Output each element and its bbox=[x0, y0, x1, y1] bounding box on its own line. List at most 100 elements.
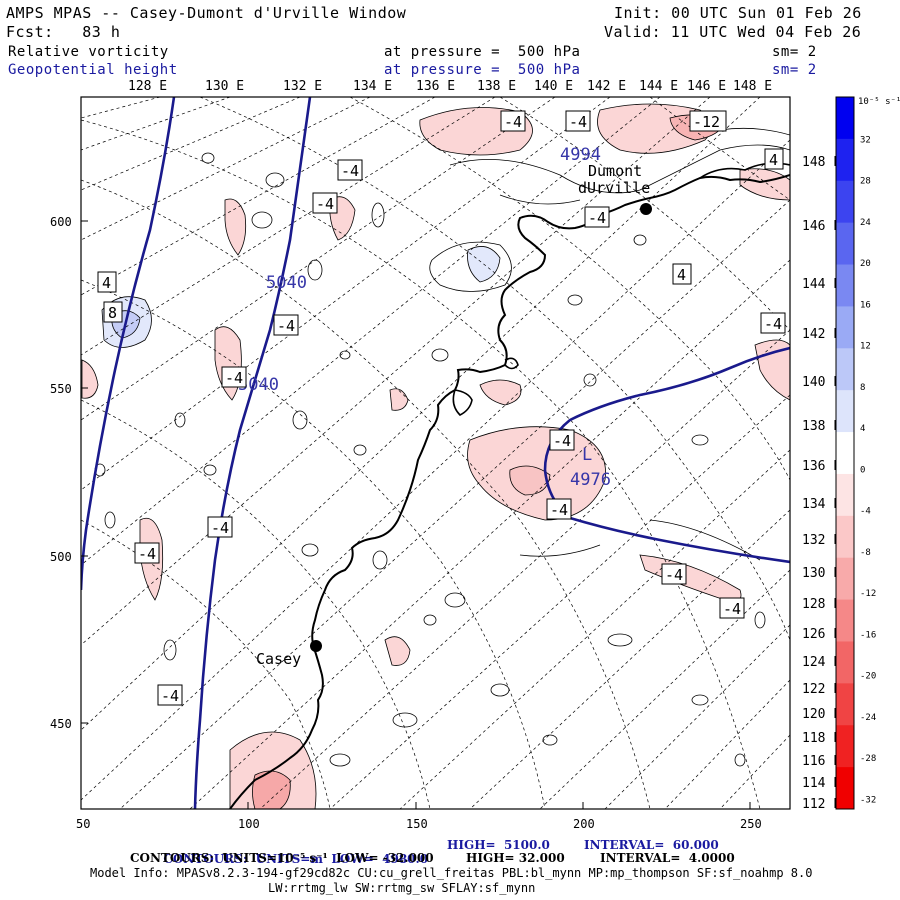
svg-text:4: 4 bbox=[677, 266, 686, 284]
y-tick-label: 550 bbox=[50, 382, 72, 396]
colorbar-label: 20 bbox=[860, 259, 871, 269]
svg-text:-4: -4 bbox=[161, 687, 179, 705]
colorbar-swatch bbox=[836, 641, 854, 684]
forecast-hour: Fcst: 83 h bbox=[6, 23, 121, 41]
colorbar-label: -28 bbox=[860, 754, 876, 764]
svg-text:-4: -4 bbox=[588, 209, 606, 227]
svg-text:-4: -4 bbox=[138, 545, 156, 563]
top-lon-label: 132 E bbox=[283, 79, 322, 94]
vorticity-label: -4 bbox=[546, 498, 572, 520]
x-tick-label: 50 bbox=[76, 817, 90, 831]
colorbar-swatch bbox=[836, 599, 854, 642]
height-label: 5040 bbox=[266, 273, 307, 293]
colorbar-label: -4 bbox=[860, 507, 871, 517]
svg-text:-4: -4 bbox=[665, 566, 683, 584]
x-tick-label: 200 bbox=[573, 817, 595, 831]
colorbar-label: -20 bbox=[860, 672, 876, 682]
top-lon-label: 146 E bbox=[687, 79, 726, 94]
x-tick-label: 250 bbox=[740, 817, 762, 831]
right-lon-label: 112 E bbox=[802, 797, 841, 812]
vorticity-shading bbox=[81, 103, 790, 809]
vorticity-label: -4 bbox=[565, 110, 591, 132]
right-lon-label: 136 E bbox=[802, 459, 841, 474]
vorticity-label: -4 bbox=[661, 563, 687, 585]
map-area bbox=[81, 97, 790, 809]
svg-text:-4: -4 bbox=[569, 113, 587, 131]
top-lon-label: 134 E bbox=[353, 79, 392, 94]
colorbar-label: -8 bbox=[860, 548, 871, 558]
colorbar-label: 24 bbox=[860, 218, 871, 228]
vorticity-label: -4 bbox=[221, 366, 247, 388]
top-lon-label: 130 E bbox=[205, 79, 244, 94]
height-contour-high: HIGH= 5100.0 bbox=[447, 838, 550, 852]
colorbar-label: 16 bbox=[860, 300, 871, 310]
colorbar-label: 28 bbox=[860, 177, 871, 187]
colorbar-label: 8 bbox=[860, 383, 865, 393]
svg-text:-4: -4 bbox=[723, 600, 741, 618]
right-lon-label: 142 E bbox=[802, 327, 841, 342]
vorticity-label: -4 bbox=[549, 429, 575, 451]
right-lon-label: 146 E bbox=[802, 219, 841, 234]
station-label-dumont: Dumont bbox=[588, 162, 642, 180]
colorbar-swatch bbox=[836, 515, 854, 559]
right-lon-label: 132 E bbox=[802, 533, 841, 548]
vorticity-label: -4 bbox=[312, 192, 338, 214]
model-info: Model Info: MPASv8.2.3-194-gf29cd82c CU:… bbox=[90, 866, 813, 880]
station-label-casey: Casey bbox=[256, 650, 301, 668]
colorbar-label: -12 bbox=[860, 589, 876, 599]
height-contour-units: CONTOURS: UNITS=m LOW= 4980.0 bbox=[163, 852, 429, 866]
top-lon-label: 142 E bbox=[587, 79, 626, 94]
field2-level: at pressure = 500 hPa bbox=[384, 62, 581, 78]
vorticity-label: -4 bbox=[584, 206, 610, 228]
svg-text:4: 4 bbox=[102, 274, 111, 292]
graticule bbox=[81, 97, 790, 809]
right-lon-label: 122 E bbox=[802, 682, 841, 697]
colorbar-swatch bbox=[836, 683, 854, 726]
colorbar-swatch bbox=[836, 557, 854, 601]
station-marker-casey bbox=[310, 640, 322, 652]
colorbar-label: 32 bbox=[860, 135, 871, 145]
colorbar-label: -32 bbox=[860, 795, 876, 805]
right-lon-label: 118 E bbox=[802, 731, 841, 746]
top-longitude-labels: 128 E 130 E 132 E 134 E 136 E 138 E 140 … bbox=[128, 79, 772, 94]
height-label: 4976 bbox=[570, 470, 611, 490]
right-lon-label: 126 E bbox=[802, 627, 841, 642]
right-lon-label: 124 E bbox=[802, 655, 841, 670]
top-lon-label: 144 E bbox=[639, 79, 678, 94]
colorbar-swatch bbox=[836, 390, 854, 433]
right-lon-label: 128 E bbox=[802, 597, 841, 612]
vorticity-label: 8 bbox=[103, 301, 123, 323]
height-label: 4994 bbox=[560, 145, 601, 165]
y-tick-label: 450 bbox=[50, 717, 72, 731]
field2-smoothing: sm= 2 bbox=[772, 62, 817, 78]
top-lon-label: 148 E bbox=[733, 79, 772, 94]
right-lon-label: 116 E bbox=[802, 754, 841, 769]
colorbar-swatch bbox=[836, 264, 854, 307]
svg-text:-4: -4 bbox=[277, 317, 295, 335]
station-label-durville: dUrville bbox=[578, 179, 650, 197]
y-tick-label: 600 bbox=[50, 215, 72, 229]
colorbar-swatch bbox=[836, 138, 854, 182]
svg-text:-4: -4 bbox=[550, 501, 568, 519]
svg-text:-4: -4 bbox=[225, 369, 243, 387]
colorbar-unit: 10⁻⁵ s⁻¹ bbox=[858, 97, 900, 107]
colorbar-swatch bbox=[836, 180, 854, 224]
colorbar-swatch bbox=[836, 473, 854, 517]
colorbar-swatch bbox=[836, 306, 854, 349]
vorticity-label: -4 bbox=[157, 684, 183, 706]
svg-text:-4: -4 bbox=[211, 519, 229, 537]
map-frame bbox=[80, 96, 791, 810]
top-lon-label: 140 E bbox=[534, 79, 573, 94]
height-contour-info: CONTOURS: UNITS=m LOW= 4980.0 bbox=[155, 838, 428, 866]
svg-text:-12: -12 bbox=[693, 113, 720, 131]
colorbar-label: 4 bbox=[860, 424, 865, 434]
right-lon-label: 138 E bbox=[802, 419, 841, 434]
right-longitude-labels: 148 E 146 E 144 E 142 E 140 E 138 E 136 … bbox=[802, 155, 841, 812]
colorbar-swatch bbox=[836, 97, 854, 140]
right-lon-label: 130 E bbox=[802, 566, 841, 581]
map-title: AMPS MPAS -- Casey-Dumont d'Urville Wind… bbox=[6, 4, 407, 22]
right-lon-label: 140 E bbox=[802, 375, 841, 390]
colorbar-label: -24 bbox=[860, 713, 876, 723]
